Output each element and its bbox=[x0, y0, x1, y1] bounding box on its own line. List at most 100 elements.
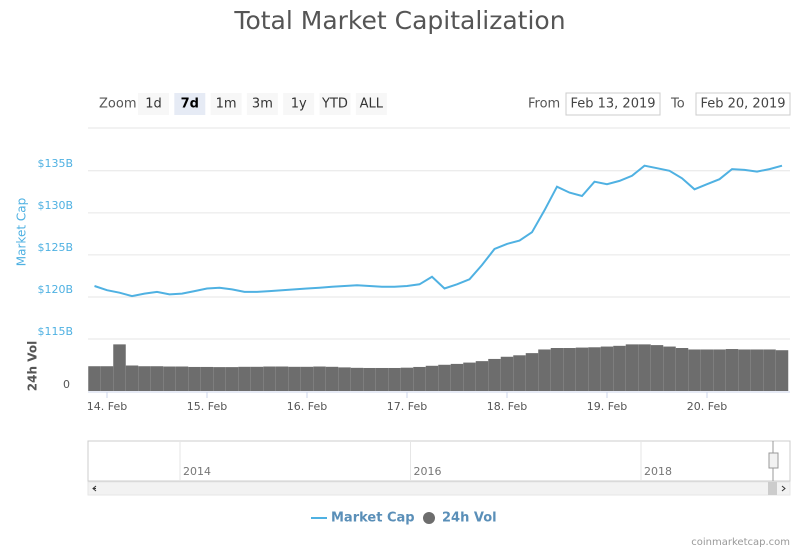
volume-bar bbox=[675, 348, 689, 391]
credit: coinmarketcap.com bbox=[691, 537, 790, 548]
y-tick-label: $115B bbox=[37, 325, 73, 338]
volume-bar bbox=[775, 350, 789, 391]
range-button[interactable] bbox=[210, 93, 242, 115]
market-cap-line bbox=[94, 164, 783, 298]
range-button-label: 1y bbox=[291, 97, 307, 112]
legend-symbol bbox=[423, 512, 435, 524]
y-tick-label: $125B bbox=[37, 241, 73, 254]
volume-bar bbox=[463, 362, 476, 391]
volume-bar bbox=[600, 346, 614, 391]
volume-bar bbox=[550, 348, 564, 391]
volume-bar bbox=[438, 364, 451, 391]
volume-bar bbox=[175, 366, 189, 391]
volume-bar bbox=[263, 366, 276, 391]
x-tick-label: 18. Feb bbox=[487, 400, 527, 413]
volume-bar bbox=[638, 344, 651, 391]
volume-bar bbox=[625, 344, 639, 391]
range-button-label: 7d bbox=[181, 97, 199, 112]
volume-bar bbox=[725, 349, 739, 391]
volume-bar bbox=[113, 344, 126, 391]
volume-bar bbox=[350, 367, 364, 391]
navigator-label: 2018 bbox=[644, 465, 672, 478]
volume-bar bbox=[663, 346, 676, 391]
volume-bar bbox=[313, 366, 326, 391]
volume-bar bbox=[150, 366, 164, 391]
y-tick-label: $130B bbox=[37, 199, 73, 212]
volume-bar bbox=[563, 348, 576, 391]
range-button-label: 1m bbox=[216, 97, 237, 112]
x-tick-label: 19. Feb bbox=[587, 400, 627, 413]
volume-bar bbox=[388, 367, 401, 391]
navigator-label: 2014 bbox=[183, 465, 211, 478]
chart-title: Total Market Capitalization bbox=[233, 6, 565, 35]
from-input[interactable] bbox=[565, 92, 661, 116]
range-button-label: ALL bbox=[360, 97, 384, 112]
volume-bar bbox=[513, 355, 526, 391]
volume-bar bbox=[763, 349, 776, 391]
navigator[interactable] bbox=[87, 440, 791, 482]
volume-bar bbox=[238, 366, 251, 391]
from-label: From bbox=[528, 97, 560, 112]
to-input[interactable] bbox=[695, 92, 791, 116]
volume-bar bbox=[750, 349, 764, 391]
scrollbar[interactable] bbox=[87, 481, 791, 496]
navigator-handle[interactable] bbox=[768, 452, 779, 469]
volume-bar bbox=[300, 366, 314, 391]
range-button-label: YTD bbox=[321, 97, 348, 112]
volume-bar bbox=[650, 345, 664, 391]
volume-bar bbox=[325, 366, 339, 391]
volume-bar bbox=[225, 367, 239, 391]
scroll-left-arrow[interactable] bbox=[92, 485, 97, 492]
from-date: Feb 13, 2019 bbox=[570, 97, 655, 112]
volume-bar bbox=[500, 356, 514, 391]
volume-bar bbox=[88, 366, 101, 391]
volume-bar bbox=[713, 349, 726, 391]
scrollbar-thumb[interactable] bbox=[768, 482, 777, 495]
volume-bar bbox=[163, 366, 176, 391]
volume-bar bbox=[138, 366, 151, 391]
x-tick-label: 20. Feb bbox=[687, 400, 727, 413]
range-button-label: 1d bbox=[145, 97, 162, 112]
zoom-label: Zoom bbox=[99, 97, 136, 112]
volume-bar bbox=[475, 361, 489, 391]
volume-bar bbox=[613, 345, 626, 391]
range-button[interactable] bbox=[138, 93, 169, 115]
to-label: To bbox=[670, 97, 685, 112]
volume-bar bbox=[700, 349, 714, 391]
y-tick-label: $120B bbox=[37, 283, 73, 296]
volume-bar bbox=[538, 349, 551, 391]
volume-bar bbox=[688, 349, 701, 391]
volume-bar bbox=[525, 353, 539, 391]
volume-bar bbox=[100, 366, 114, 391]
volume-bar bbox=[400, 367, 414, 391]
range-button[interactable] bbox=[283, 93, 315, 115]
x-tick-label: 14. Feb bbox=[87, 400, 127, 413]
volume-bar bbox=[488, 358, 501, 391]
y-axis-title: Market Cap bbox=[15, 198, 29, 266]
to-date: Feb 20, 2019 bbox=[700, 97, 785, 112]
x-tick-label: 15. Feb bbox=[187, 400, 227, 413]
x-tick-label: 16. Feb bbox=[287, 400, 327, 413]
y-tick-label: $135B bbox=[37, 157, 73, 170]
volume-bar bbox=[425, 365, 439, 391]
x-tick-label: 17. Feb bbox=[387, 400, 427, 413]
volume-bar bbox=[588, 347, 601, 391]
range-button[interactable] bbox=[355, 93, 387, 115]
volume-bar bbox=[363, 367, 376, 391]
legend-label[interactable]: 24h Vol bbox=[442, 511, 497, 526]
volume-bar bbox=[213, 367, 226, 391]
navigator-label: 2016 bbox=[414, 465, 442, 478]
volume-bar bbox=[338, 367, 351, 391]
range-button[interactable] bbox=[174, 93, 206, 115]
y2-tick-label: 0 bbox=[63, 378, 70, 391]
legend-label[interactable]: Market Cap bbox=[331, 511, 415, 526]
volume-bar bbox=[575, 347, 589, 391]
volume-bar bbox=[188, 366, 201, 391]
range-button[interactable] bbox=[319, 93, 351, 115]
y2-axis-title: 24h Vol bbox=[26, 341, 40, 391]
scroll-right-arrow[interactable] bbox=[781, 485, 786, 492]
volume-bar bbox=[288, 366, 301, 391]
volume-bar bbox=[450, 363, 464, 391]
range-button[interactable] bbox=[246, 93, 278, 115]
volume-bar bbox=[375, 367, 389, 391]
